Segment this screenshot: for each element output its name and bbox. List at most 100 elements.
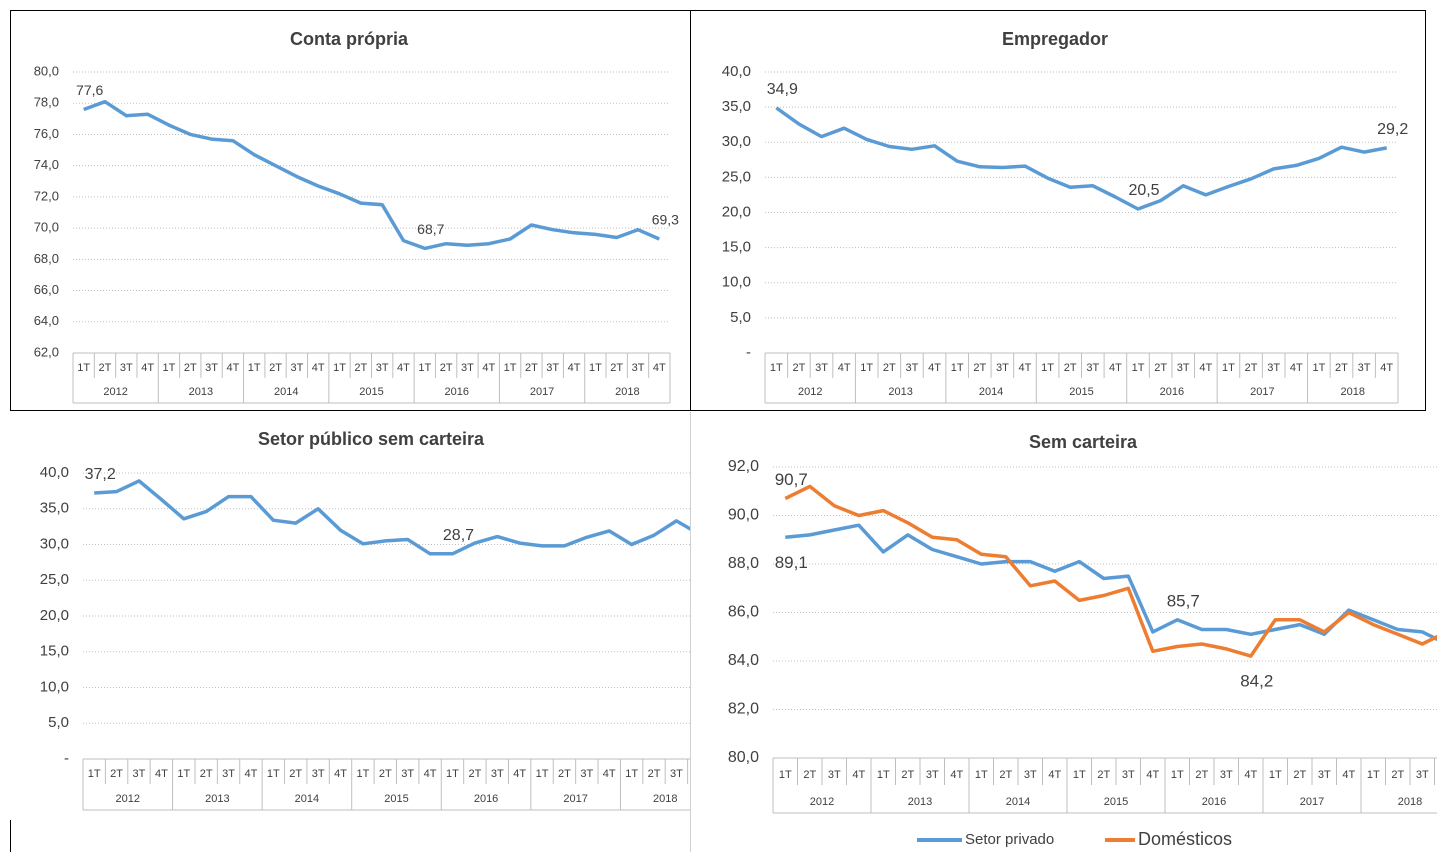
x-tick-label: 3T	[546, 362, 559, 374]
y-tick-label: 90,0	[728, 507, 759, 524]
x-tick-label: 1T	[1041, 362, 1054, 374]
x-tick-label: 3T	[632, 362, 645, 374]
legend-label: Setor privado	[965, 831, 1054, 848]
chart-title: Conta própria	[290, 29, 409, 49]
x-group-label: 2013	[888, 386, 912, 398]
y-tick-label: -	[64, 750, 69, 767]
x-tick-label: 2T	[200, 768, 213, 780]
x-tick-label: 3T	[1358, 362, 1371, 374]
data-label: 69,3	[652, 212, 679, 228]
x-tick-label: 2T	[525, 362, 538, 374]
y-tick-label: 15,0	[40, 643, 69, 660]
x-tick-label: 2T	[269, 362, 282, 374]
x-group-label: 2014	[1006, 796, 1030, 808]
x-tick-label: 2T	[184, 362, 197, 374]
x-tick-label: 2T	[99, 362, 112, 374]
x-tick-label: 2T	[1064, 362, 1077, 374]
series-line	[94, 479, 690, 556]
x-group-label: 2014	[295, 793, 319, 805]
x-tick-label: 1T	[1222, 362, 1235, 374]
x-tick-label: 4T	[141, 362, 154, 374]
x-group-label: 2012	[116, 793, 140, 805]
x-tick-label: 3T	[926, 769, 939, 781]
x-tick-label: 4T	[424, 768, 437, 780]
x-tick-label: 1T	[267, 768, 280, 780]
x-group-label: 2015	[1069, 386, 1093, 398]
x-tick-label: 2T	[999, 769, 1012, 781]
x-tick-label: 3T	[1318, 769, 1331, 781]
x-tick-label: 3T	[1177, 362, 1190, 374]
x-group-label: 2016	[474, 793, 498, 805]
x-tick-label: 2T	[1195, 769, 1208, 781]
x-tick-label: 1T	[418, 362, 431, 374]
x-tick-label: 4T	[603, 768, 616, 780]
y-tick-label: 10,0	[722, 274, 751, 291]
x-tick-label: 2T	[1154, 362, 1167, 374]
y-tick-label: 30,0	[40, 535, 69, 552]
x-tick-label: 2T	[379, 768, 392, 780]
frame	[1425, 10, 1426, 410]
x-tick-label: 1T	[1073, 769, 1086, 781]
chart-panel: Empregador - 5,0 10,0 15,0 20,0 25,0 30,0 35,0 40…	[690, 10, 1425, 410]
x-tick-label: 2T	[1335, 362, 1348, 374]
x-tick-label: 4T	[950, 769, 963, 781]
x-group-label: 2012	[810, 796, 834, 808]
x-tick-label: 4T	[838, 362, 851, 374]
x-tick-label: 2T	[1097, 769, 1110, 781]
frame	[10, 10, 11, 410]
x-tick-label: 4T	[1290, 362, 1303, 374]
x-tick-label: 3T	[376, 362, 389, 374]
x-tick-label: 1T	[1132, 362, 1145, 374]
x-tick-label: 4T	[1048, 769, 1061, 781]
x-group-label: 2017	[563, 793, 587, 805]
data-label: 90,7	[775, 470, 808, 489]
x-group-label: 2013	[908, 796, 932, 808]
x-group-label: 2017	[1250, 386, 1274, 398]
x-tick-label: 2T	[1391, 769, 1404, 781]
x-tick-label: 3T	[828, 769, 841, 781]
x-group-label: 2014	[274, 386, 298, 398]
data-label: 68,7	[417, 221, 444, 237]
x-tick-label: 2T	[803, 769, 816, 781]
x-tick-label: 2T	[110, 768, 123, 780]
x-tick-label: 3T	[1416, 769, 1429, 781]
chart-panel: Conta própria 62,0 64,0 66,0 68,0 70,0 72,0 74,…	[10, 10, 690, 410]
x-tick-label: 4T	[1244, 769, 1257, 781]
frame	[10, 820, 11, 852]
x-tick-label: 3T	[1086, 362, 1099, 374]
x-group-label: 2012	[103, 386, 127, 398]
x-tick-label: 1T	[504, 362, 517, 374]
x-tick-label: 1T	[1171, 769, 1184, 781]
y-tick-label: 84,0	[728, 652, 759, 669]
chart-title: Sem carteira	[1029, 432, 1138, 452]
data-label: 28,7	[443, 527, 474, 544]
data-label: 89,1	[775, 553, 808, 572]
x-tick-label: 3T	[290, 362, 303, 374]
x-group-label: 2014	[979, 386, 1003, 398]
data-label: 85,7	[1167, 591, 1200, 610]
y-tick-label: 88,0	[728, 555, 759, 572]
x-group-label: 2018	[1398, 796, 1422, 808]
data-label: 20,5	[1128, 182, 1159, 199]
y-tick-label: 25,0	[40, 571, 69, 588]
x-group-label: 2018	[1341, 386, 1365, 398]
x-tick-label: 1T	[446, 768, 459, 780]
y-tick-label: 40,0	[40, 464, 69, 481]
y-tick-label: 10,0	[40, 678, 69, 695]
y-tick-label: 80,0	[728, 749, 759, 766]
y-tick-label: 20,0	[40, 607, 69, 624]
x-tick-label: 4T	[1146, 769, 1159, 781]
y-tick-label: 72,0	[34, 188, 59, 203]
x-tick-label: 1T	[248, 362, 261, 374]
x-tick-label: 4T	[852, 769, 865, 781]
x-tick-label: 3T	[1267, 362, 1280, 374]
chart: Setor público sem carteira - 5,0 10,0 15,0 20…	[40, 429, 690, 811]
x-tick-label: 4T	[568, 362, 581, 374]
x-group-label: 2018	[615, 386, 639, 398]
x-tick-label: 2T	[648, 768, 661, 780]
x-tick-label: 1T	[975, 769, 988, 781]
x-tick-label: 2T	[1245, 362, 1258, 374]
x-tick-label: 3T	[815, 362, 828, 374]
x-tick-label: 4T	[482, 362, 495, 374]
